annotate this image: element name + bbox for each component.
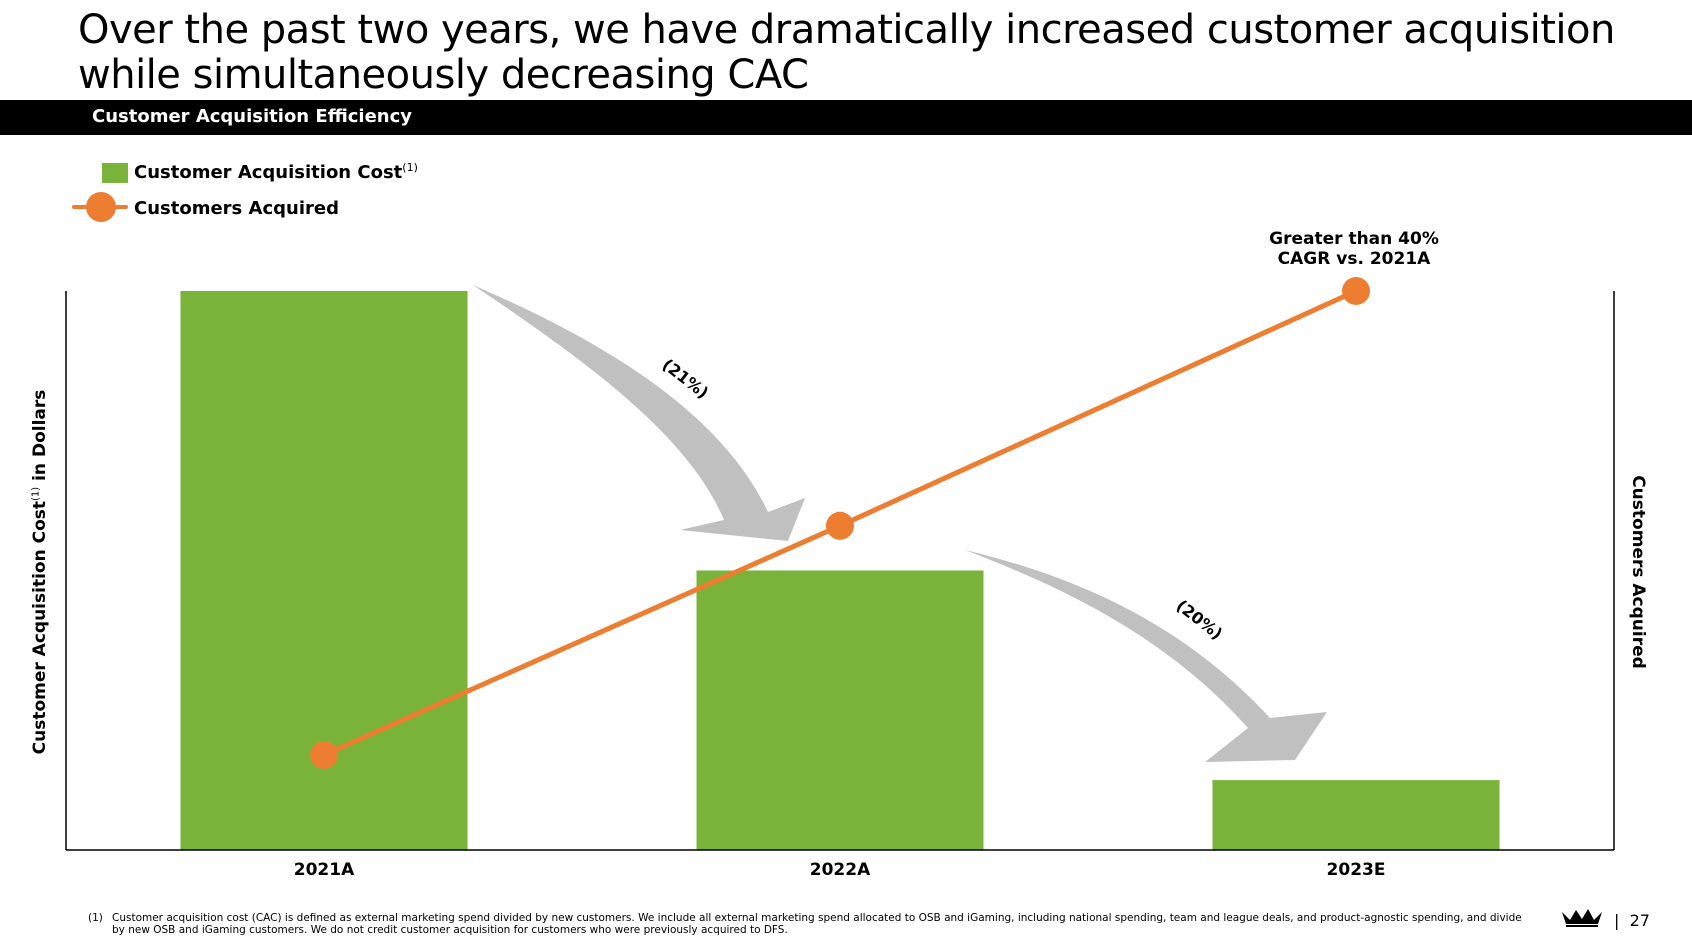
customers-point-2023E bbox=[1342, 277, 1370, 305]
x-tick-label-2021A: 2021A bbox=[294, 860, 355, 880]
page-number: | 27 bbox=[1614, 911, 1650, 930]
footnote-number: (1) bbox=[88, 912, 103, 924]
section-banner: Customer Acquisition Efficiency bbox=[0, 100, 1692, 135]
chart-legend: Customer Acquisition Cost(1) Customers A… bbox=[70, 158, 418, 230]
legend-label-customers: Customers Acquired bbox=[134, 197, 339, 219]
page-title: Over the past two years, we have dramati… bbox=[78, 7, 1615, 98]
cagr-annotation: Greater than 40% CAGR vs. 2021A bbox=[1254, 229, 1454, 269]
footnote: (1) Customer acquisition cost (CAC) is d… bbox=[88, 912, 1528, 936]
y-axis-left-label: Customer Acquisition Cost(1) in Dollars bbox=[30, 389, 50, 755]
crown-logo-icon bbox=[1562, 909, 1602, 927]
decline-label-2: (20%) bbox=[1173, 596, 1226, 644]
decline-arrow-1 bbox=[473, 285, 805, 541]
customers-point-2021A bbox=[310, 740, 338, 769]
bar-2022A bbox=[696, 570, 984, 850]
section-label: Customer Acquisition Efficiency bbox=[92, 106, 413, 127]
x-tick-label-2023E: 2023E bbox=[1327, 860, 1386, 880]
decline-arrow-2 bbox=[965, 550, 1327, 762]
bar-2023E bbox=[1212, 780, 1500, 850]
legend-item-cac: Customer Acquisition Cost(1) bbox=[70, 158, 418, 194]
customers-point-2022A bbox=[826, 511, 854, 540]
legend-bar-swatch bbox=[102, 163, 128, 183]
footnote-text: Customer acquisition cost (CAC) is defin… bbox=[112, 912, 1522, 936]
legend-label-cac: Customer Acquisition Cost(1) bbox=[134, 161, 418, 183]
legend-item-customers: Customers Acquired bbox=[70, 192, 418, 230]
cagr-annotation-line2: CAGR vs. 2021A bbox=[1277, 249, 1431, 269]
y-axis-right-label: Customers Acquired bbox=[1628, 475, 1648, 669]
x-tick-label-2022A: 2022A bbox=[810, 860, 871, 880]
legend-marker-swatch bbox=[86, 192, 116, 222]
cagr-annotation-line1: Greater than 40% bbox=[1269, 229, 1439, 249]
